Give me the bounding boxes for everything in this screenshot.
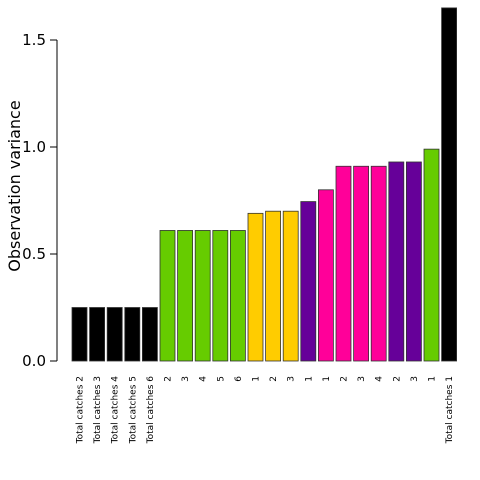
x-tick-label: 5 [216,376,226,382]
x-tick-label: Total catches 4 [111,376,121,445]
bar [335,165,352,362]
x-tick-label: 3 [287,376,297,382]
bar [423,148,440,362]
y-axis: 0.0 0.5 1.0 1.5 [22,31,58,370]
bar [229,230,246,362]
bar [177,230,194,362]
x-tick-label: Total catches 2 [76,376,86,444]
x-tick-label: 6 [234,376,244,382]
x-tick-label: 1 [304,376,314,382]
bar [353,165,370,362]
bar [282,210,299,362]
y-tick-label: 1.0 [22,138,46,156]
bar [317,189,334,362]
x-tick-label: 3 [410,376,420,382]
x-tick-label: 1 [322,376,332,382]
bar [106,307,123,362]
bar [89,307,105,362]
x-tick-label: Total catches 5 [128,376,138,444]
y-axis-label: Observation variance [5,100,24,271]
category-labels: Total catches 2 Total catches 3 Total catc… [76,376,456,445]
bar [300,201,317,362]
x-tick-label: 3 [357,376,367,382]
bar [71,307,88,362]
x-tick-label: Total catches 1 [445,376,455,444]
x-tick-label: 1 [252,376,262,382]
bar [388,161,405,362]
bar [194,230,211,362]
bar [370,165,387,362]
bars [71,7,458,362]
x-tick-label: Total catches 3 [93,376,103,444]
y-tick-label: 1.5 [22,31,46,49]
x-tick-label: 4 [375,376,385,382]
x-tick-label: 2 [340,376,350,382]
x-tick-label: 1 [428,376,438,382]
bar [441,7,458,362]
bar [141,307,158,362]
bar [212,230,229,362]
x-tick-label: Total catches 6 [146,376,156,445]
y-tick-label: 0.0 [22,352,46,370]
x-tick-label: 3 [181,376,191,382]
bar [265,210,282,362]
bar [405,161,422,362]
x-tick-label: 2 [269,376,279,382]
y-tick-label: 0.5 [22,245,46,263]
bar [124,307,141,362]
x-tick-label: 2 [164,376,174,382]
x-tick-label: 4 [199,376,209,382]
x-tick-label: 2 [392,376,402,382]
bar [159,230,176,362]
bar [247,212,264,362]
